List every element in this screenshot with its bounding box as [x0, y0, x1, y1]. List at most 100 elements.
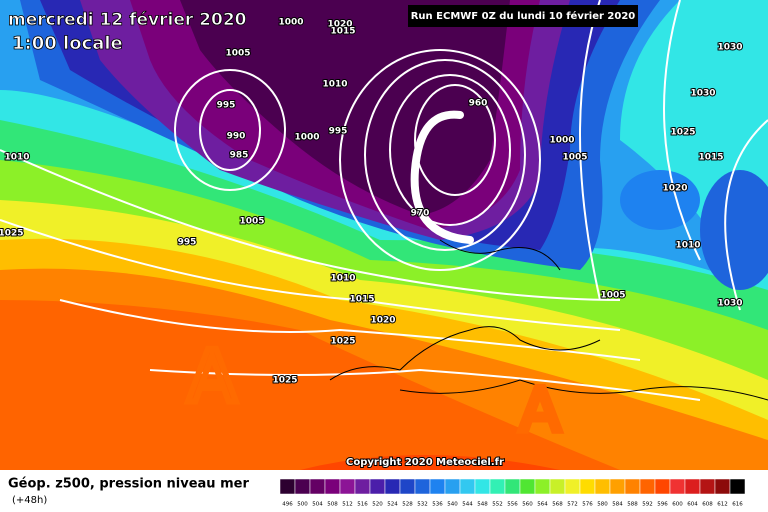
map-date: mercredi 12 février 2020 [8, 10, 247, 30]
legend-value: 508 [327, 502, 338, 508]
map-background [0, 0, 768, 470]
legend-swatch [399, 478, 416, 495]
isobar-label: 1025 [330, 337, 355, 347]
legend-value: 540 [447, 502, 458, 508]
legend-value: 520 [372, 502, 383, 508]
legend-value: 596 [657, 502, 668, 508]
legend-swatch [519, 478, 536, 495]
isobar-label: 970 [411, 209, 430, 219]
legend-value: 564 [537, 502, 548, 508]
high-annotation: A [187, 335, 236, 419]
isobar-label: 1015 [698, 153, 723, 163]
run-info: Run ECMWF 0Z du lundi 10 février 2020 [411, 10, 636, 22]
isobar-label: 1030 [717, 43, 742, 53]
coastlines [329, 239, 768, 401]
legend-value: 584 [612, 502, 623, 508]
legend-swatch [414, 478, 431, 495]
isobar-label: 1000 [278, 18, 303, 28]
legend-value: 608 [702, 502, 713, 508]
legend-value: 516 [357, 502, 368, 508]
run-box [408, 5, 638, 27]
legend-swatch [429, 478, 446, 495]
isobar-label: 995 [217, 101, 236, 111]
lead-time: (+48h) [12, 495, 47, 506]
legend-value: 504 [312, 502, 323, 508]
isobar-label: 1010 [330, 274, 355, 284]
isobar-label: 985 [230, 151, 249, 161]
legend-swatch [609, 478, 626, 495]
isobar-label: 1020 [327, 20, 352, 30]
isobar-label: 1030 [690, 89, 715, 99]
isobar-label: 1030 [717, 299, 742, 309]
legend-value: 556 [507, 502, 518, 508]
legend-value: 580 [597, 502, 608, 508]
isobars [0, 0, 768, 401]
legend-swatch [639, 478, 656, 495]
legend-swatch [729, 478, 746, 495]
legend-value: 552 [492, 502, 503, 508]
legend-value: 612 [717, 502, 728, 508]
legend-value: 572 [567, 502, 578, 508]
isobar-label: 1025 [670, 128, 695, 138]
legend-swatch [534, 478, 551, 495]
legend-swatch [444, 478, 461, 495]
isobar-label: 1005 [600, 291, 625, 301]
legend-value: 604 [687, 502, 698, 508]
legend-value: 528 [402, 502, 413, 508]
legend-value: 532 [417, 502, 428, 508]
legend-value: 512 [342, 502, 353, 508]
isobar-label: 1005 [225, 49, 250, 59]
legend-swatch [564, 478, 581, 495]
color-scale: 496 500 504 508 512 516 520 524 528 532 536 540 544 5… [279, 478, 746, 508]
map-time: 1:00 locale [12, 33, 123, 54]
legend-swatch [339, 478, 356, 495]
legend-swatch [669, 478, 686, 495]
legend-value: 496 [282, 502, 293, 508]
legend-value: 568 [552, 502, 563, 508]
legend-value: 548 [477, 502, 488, 508]
isobar-label: 1005 [562, 153, 587, 163]
isobar-label: 1010 [675, 241, 700, 251]
legend-swatch [384, 478, 401, 495]
legend-swatch [459, 478, 476, 495]
legend-swatch [474, 478, 491, 495]
isobar-label: 1000 [294, 133, 319, 143]
legend-value: 616 [732, 502, 743, 508]
legend-value: 600 [672, 502, 683, 508]
isobar-label: 1010 [322, 80, 347, 90]
legend-swatch [369, 478, 386, 495]
legend-swatch [354, 478, 371, 495]
legend-swatch [279, 478, 296, 495]
isobar-label: 960 [469, 99, 488, 109]
isobar-label: 1010 [4, 153, 29, 163]
hand-annotations [410, 110, 474, 244]
high-annotation: A [519, 376, 560, 446]
copyright: Copyright 2020 Meteociel.fr [346, 457, 504, 468]
legend-swatch [699, 478, 716, 495]
legend-value: 560 [522, 502, 533, 508]
legend-value: 536 [432, 502, 443, 508]
isobar-labels: 1000 102010151005101099599098510009959609… [0, 17, 744, 387]
legend-swatch [489, 478, 506, 495]
isobar-label: 1025 [272, 376, 297, 386]
legend-value: 576 [582, 502, 593, 508]
isobar-label: 995 [329, 127, 348, 137]
isobar-label: 995 [178, 238, 197, 248]
legend-value: 524 [387, 502, 398, 508]
legend-title: Géop. z500, pression niveau mer [8, 477, 249, 492]
legend-swatch [594, 478, 611, 495]
legend-value: 544 [462, 502, 473, 508]
legend-swatch [714, 478, 731, 495]
legend-value: 588 [627, 502, 638, 508]
legend-swatch [624, 478, 641, 495]
isobar-label: 1015 [330, 27, 355, 37]
legend-swatch [684, 478, 701, 495]
legend-swatch [294, 478, 311, 495]
legend-swatch [549, 478, 566, 495]
legend-value: 592 [642, 502, 653, 508]
legend-value: 500 [297, 502, 308, 508]
isobar-label: 1020 [370, 316, 395, 326]
isobar-label: 990 [227, 132, 246, 142]
isobar-label: 1000 [549, 136, 574, 146]
